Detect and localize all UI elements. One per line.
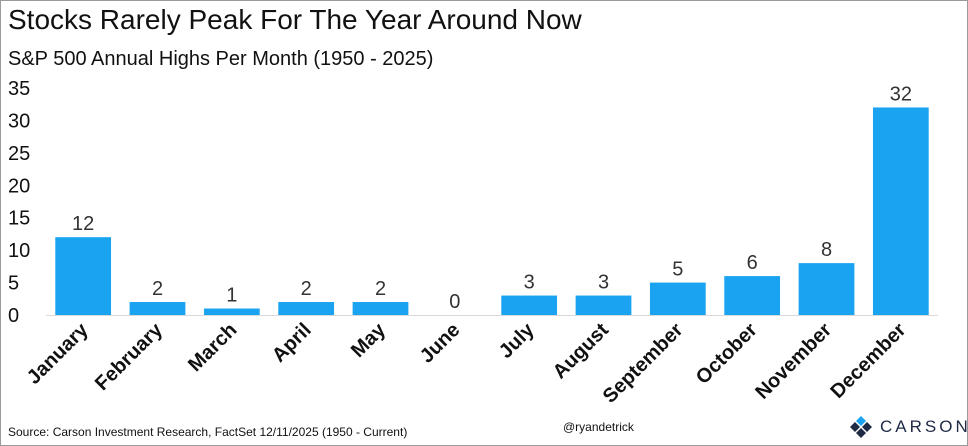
logo-wordmark: CARSON xyxy=(880,417,968,436)
x-tick-label: October xyxy=(692,319,762,389)
data-label: 8 xyxy=(821,239,832,261)
x-tick-label: January xyxy=(23,318,93,388)
bar xyxy=(278,302,335,315)
x-tick-label: April xyxy=(268,319,316,367)
x-tick-label: November xyxy=(751,319,836,404)
x-tick-label: December xyxy=(826,319,910,403)
x-tick-label: August xyxy=(549,319,614,384)
data-label: 3 xyxy=(598,272,609,294)
x-tick-label: September xyxy=(599,319,688,408)
data-label: 3 xyxy=(524,272,535,294)
y-tick-label: 10 xyxy=(8,240,30,262)
bar xyxy=(575,295,632,315)
x-tick-label: February xyxy=(91,318,168,395)
data-label: 12 xyxy=(72,213,94,235)
chart-title: Stocks Rarely Peak For The Year Around N… xyxy=(8,4,582,35)
y-tick-label: 25 xyxy=(8,143,30,165)
data-label: 2 xyxy=(152,278,163,300)
x-tick-label: July xyxy=(495,318,539,362)
y-tick-label: 20 xyxy=(8,175,30,197)
x-tick-label: March xyxy=(184,319,241,376)
y-tick-label: 30 xyxy=(8,110,30,132)
data-label: 6 xyxy=(747,252,758,274)
bar xyxy=(872,107,929,315)
bar xyxy=(129,302,186,315)
source-note: Source: Carson Investment Research, Fact… xyxy=(8,425,408,439)
data-label: 0 xyxy=(449,291,460,313)
author-handle: @ryandetrick xyxy=(563,420,634,434)
x-tick-label: May xyxy=(347,318,391,362)
data-label: 5 xyxy=(672,259,683,281)
y-tick-label: 0 xyxy=(8,305,19,327)
y-tick-label: 15 xyxy=(8,208,30,230)
bar xyxy=(798,263,855,315)
bar xyxy=(724,276,781,315)
x-tick-label: June xyxy=(416,319,465,368)
bar xyxy=(649,282,706,315)
bar xyxy=(203,308,260,315)
data-label: 1 xyxy=(226,285,237,307)
data-label: 32 xyxy=(890,83,912,105)
y-tick-label: 5 xyxy=(8,273,19,295)
bar xyxy=(501,295,558,315)
carson-logo-icon xyxy=(850,416,872,438)
bar xyxy=(55,237,112,315)
data-label: 2 xyxy=(375,278,386,300)
y-tick-label: 35 xyxy=(8,78,30,100)
bar xyxy=(352,302,409,315)
carson-logo: CARSON xyxy=(850,412,968,442)
chart-subtitle: S&P 500 Annual Highs Per Month (1950 - 2… xyxy=(8,48,434,70)
data-label: 2 xyxy=(301,278,312,300)
